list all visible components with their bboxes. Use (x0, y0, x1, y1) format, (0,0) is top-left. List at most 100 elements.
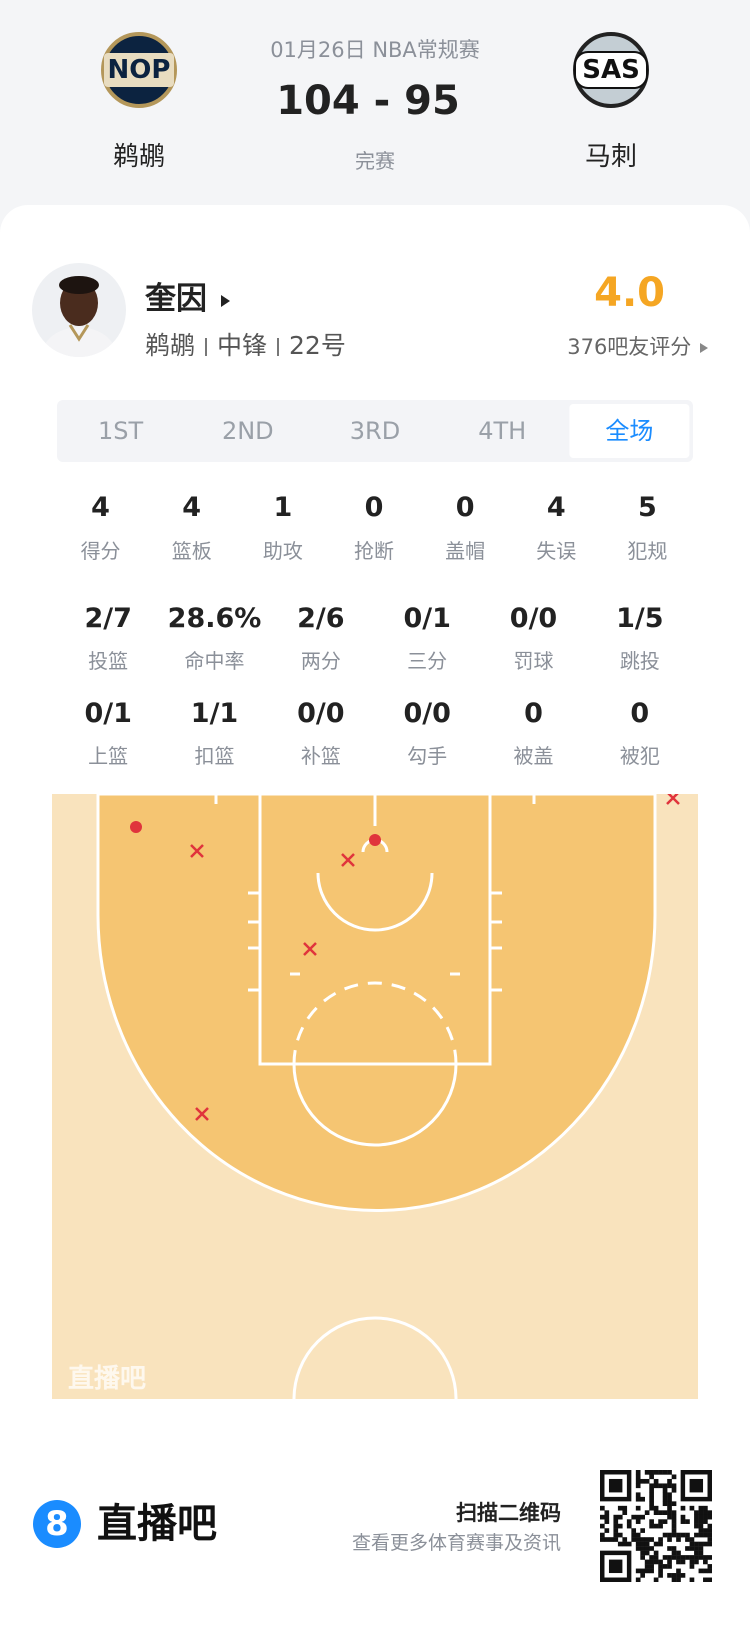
stat-label: 投篮 (88, 649, 129, 673)
qr-module (707, 1577, 712, 1582)
away-team[interactable]: 马刺 (584, 142, 638, 172)
player-name-text[interactable]: 奎因 (145, 281, 207, 317)
qr-module (658, 1564, 663, 1569)
qr-module (649, 1483, 654, 1489)
qr-module (653, 1550, 659, 1556)
stat-value: 1/1 (190, 698, 239, 729)
qr-module (689, 1505, 695, 1511)
qr-module (667, 1532, 672, 1538)
away-logo-text: SAS (574, 51, 648, 89)
stat-label: 三分 (407, 649, 448, 673)
qr-module (703, 1555, 708, 1560)
qr-module (653, 1478, 659, 1484)
qr-module (694, 1519, 699, 1524)
qr-module (698, 1555, 704, 1560)
tab[interactable]: 2ND (221, 417, 274, 445)
rating-label[interactable]: 376吧友评分 (567, 335, 692, 359)
qr-module (608, 1559, 623, 1574)
avatar-art (40, 276, 118, 357)
qr-module (662, 1532, 668, 1538)
qr-module (698, 1541, 704, 1547)
qr-module (689, 1577, 695, 1582)
qr-module (671, 1510, 677, 1515)
qr-module (676, 1568, 681, 1574)
qr-module (631, 1537, 637, 1542)
arrow-icon (700, 343, 708, 353)
qr-module (649, 1501, 654, 1507)
stat-value: 4 (546, 492, 566, 523)
qr-module (676, 1559, 681, 1565)
qr-module (640, 1514, 645, 1520)
qr-module (680, 1573, 686, 1578)
qr-module (635, 1478, 641, 1484)
qr-module (622, 1537, 628, 1542)
qr-module (662, 1487, 668, 1493)
player-name[interactable]: 奎因 (145, 273, 232, 318)
qr-module (671, 1514, 677, 1520)
qr-module (671, 1501, 677, 1507)
qr-module (694, 1523, 699, 1529)
qr-module (635, 1537, 641, 1542)
tab[interactable]: 4TH (478, 417, 527, 445)
qr-module (640, 1568, 645, 1574)
home-team[interactable]: 鹈鹕 (112, 142, 166, 172)
missed-shot (666, 794, 680, 805)
stat-value: 0 (455, 492, 475, 523)
qr-module (658, 1523, 663, 1529)
qr-module (676, 1577, 681, 1582)
stat-label: 两分 (300, 649, 341, 673)
qr-module (635, 1474, 641, 1480)
qr-module (600, 1505, 605, 1511)
qr-module (680, 1514, 686, 1520)
qr-module (600, 1514, 605, 1520)
qr-code (600, 1470, 712, 1582)
qr-module (635, 1541, 641, 1547)
qr-module (662, 1519, 668, 1524)
qr-module (600, 1523, 605, 1529)
qr-module (689, 1555, 695, 1560)
stat-label: 上篮 (88, 744, 129, 768)
qr-module (685, 1537, 690, 1542)
qr-module (640, 1573, 645, 1578)
qr-module (635, 1532, 641, 1538)
qr-module (604, 1510, 610, 1515)
qr-module (653, 1555, 659, 1560)
missed-shot (341, 853, 355, 867)
arrow-icon (220, 294, 230, 307)
stat-value: 0 (630, 698, 650, 729)
qr-module (703, 1532, 708, 1538)
qr-module (613, 1528, 619, 1533)
qr-module (644, 1546, 650, 1551)
stat-label: 得分 (80, 539, 121, 563)
qr-module (707, 1541, 712, 1547)
qr-module (707, 1555, 712, 1560)
active-tab[interactable]: 全场 (605, 417, 654, 445)
qr-module (644, 1541, 650, 1547)
qr-module (649, 1523, 654, 1529)
qr-module (703, 1505, 708, 1511)
made-shots (130, 821, 381, 846)
qr-module (631, 1514, 637, 1520)
stat-label: 被犯 (619, 744, 660, 768)
qr-module (703, 1577, 708, 1582)
stat-label: 犯规 (627, 539, 668, 563)
tab[interactable]: 3RD (349, 417, 401, 445)
qr-module (635, 1470, 641, 1475)
away-logo: SAS (573, 32, 649, 108)
qr-module (604, 1537, 610, 1542)
stat-value: 4 (182, 492, 202, 523)
separator (205, 338, 208, 356)
qr-module (667, 1546, 672, 1551)
qr-module (658, 1559, 663, 1565)
tab[interactable]: 1ST (98, 417, 144, 445)
qr-module (676, 1555, 681, 1560)
stat-label: 助攻 (262, 539, 303, 563)
rating-link[interactable]: 376吧友评分 (567, 331, 710, 361)
qr-module (698, 1546, 704, 1551)
qr-module (617, 1523, 623, 1529)
qr-module (667, 1483, 672, 1489)
qr-module (640, 1537, 645, 1542)
qr-module (694, 1514, 699, 1520)
qr-module (662, 1470, 668, 1475)
player-avatar (32, 263, 126, 357)
